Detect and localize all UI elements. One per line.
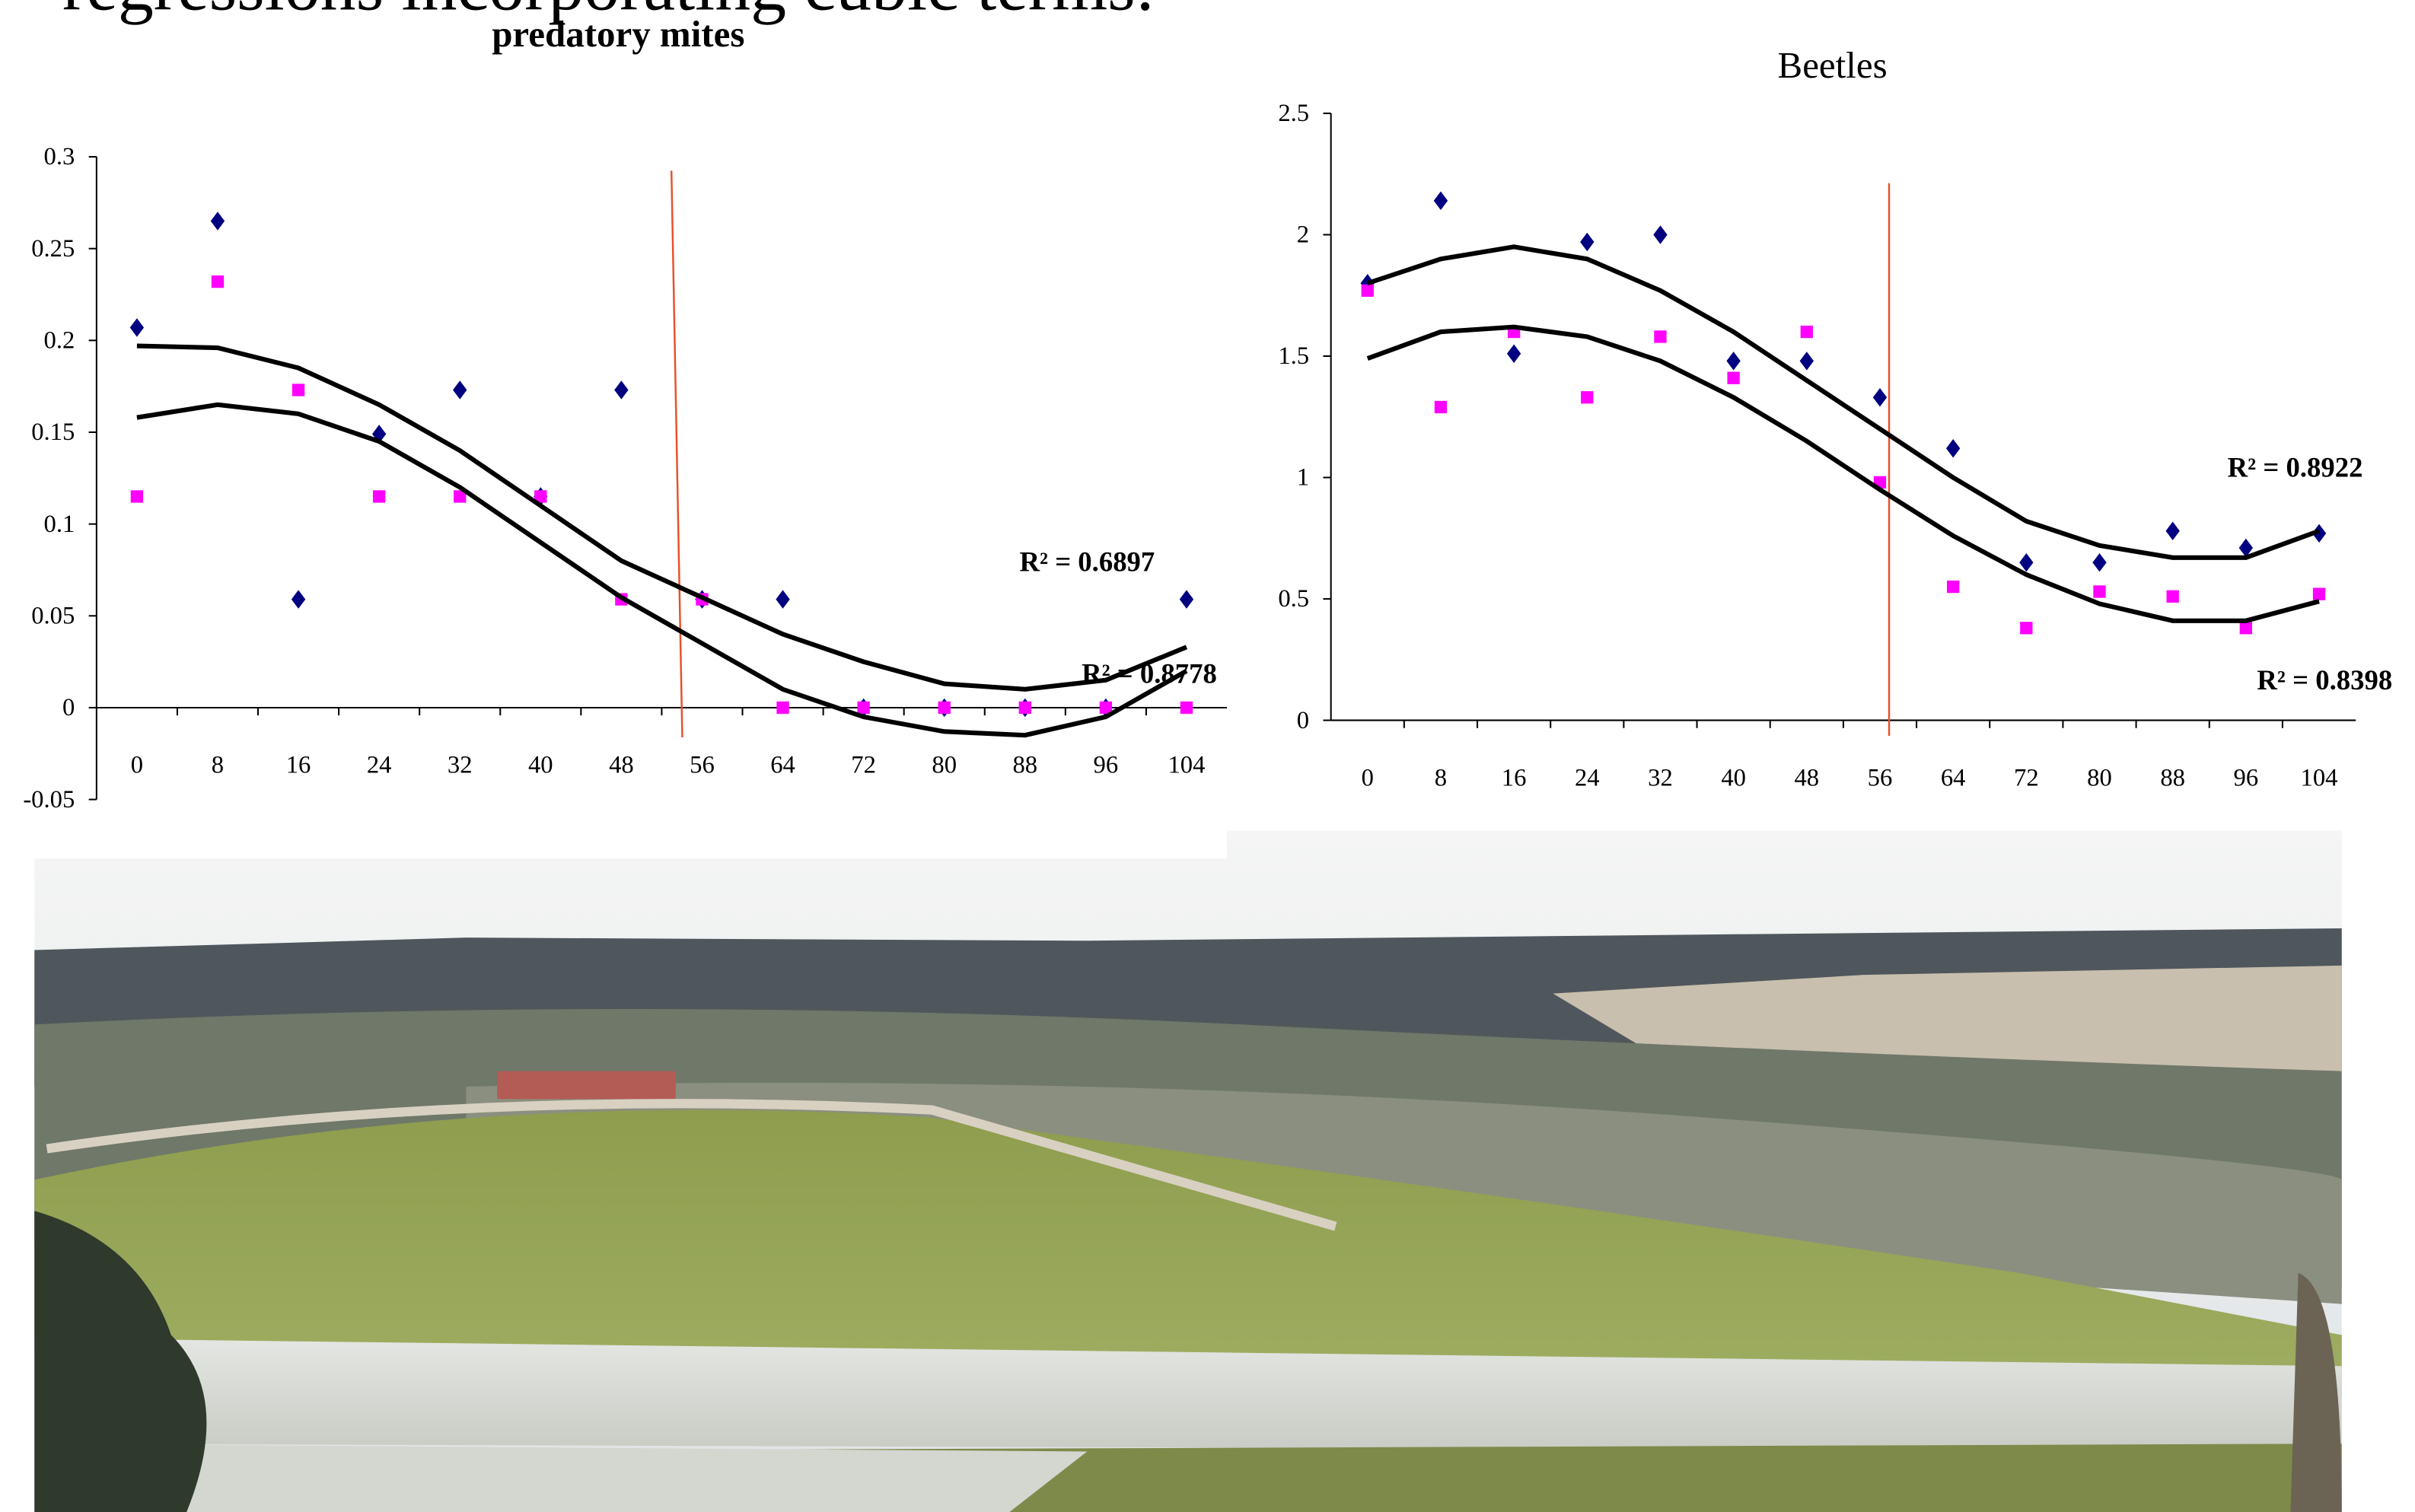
x-tick-label: 72 [2014,764,2039,791]
x-tick-label: 8 [212,752,224,779]
chart-background [1258,85,2345,827]
x-tick-label: 32 [1648,764,1673,791]
data-point [1180,702,1193,714]
x-tick-label: 48 [609,752,634,779]
data-point [1654,330,1666,342]
x-tick-label: 0 [131,752,143,779]
data-point [857,702,869,714]
y-tick-label: 2 [1297,221,1309,249]
y-tick-label: 0.5 [1278,585,1309,613]
data-point [1727,372,1739,384]
x-tick-label: 16 [286,752,311,779]
x-tick-label: 40 [1721,764,1746,791]
x-tick-label: 56 [690,752,715,779]
vineyard-photo [34,830,2342,1512]
x-tick-label: 88 [1012,752,1037,779]
data-point [373,490,385,502]
data-point [1947,581,1959,593]
x-tick-label: 80 [2087,764,2112,791]
data-point [2313,588,2325,600]
data-point [2240,622,2252,634]
r-squared-label: R² = 0.6897 [1019,546,1155,578]
data-point [1435,401,1447,413]
x-tick-label: 88 [2160,764,2185,791]
x-tick-label: 64 [770,752,795,779]
x-tick-label: 64 [1941,764,1966,791]
x-tick-label: 56 [1868,764,1893,791]
data-point [292,384,304,396]
x-tick-label: 0 [1362,764,1374,791]
data-point [938,702,951,714]
x-tick-label: 72 [851,752,876,779]
y-tick-label: 0.05 [31,603,75,630]
data-point [2093,585,2105,597]
y-tick-label: 2.5 [1278,100,1309,127]
data-point [1019,702,1031,714]
x-tick-label: 40 [528,752,553,779]
x-tick-label: 24 [367,752,392,779]
x-tick-label: 80 [932,752,957,779]
x-tick-label: 24 [1575,764,1600,791]
y-tick-label: 0 [62,694,75,721]
y-tick-label: 1.5 [1278,342,1309,370]
y-tick-label: 0.3 [44,143,75,170]
x-tick-label: 96 [2234,764,2259,791]
x-tick-label: 104 [2301,764,2338,791]
y-tick-label: 1 [1297,464,1309,492]
r-squared-label: R² = 0.8778 [1082,658,1217,689]
y-tick-label: -0.05 [23,786,75,813]
data-point [212,275,224,288]
x-tick-label: 8 [1435,764,1447,791]
x-tick-label: 96 [1094,752,1119,779]
y-tick-label: 0.15 [31,419,75,446]
r-squared-label: R² = 0.8398 [2257,664,2392,696]
data-point [1362,285,1374,297]
y-tick-label: 0 [1297,707,1309,734]
y-tick-label: 0.25 [31,235,75,263]
data-point [131,490,143,502]
data-point [2020,622,2032,634]
y-tick-label: 0.2 [44,327,75,355]
data-point [1581,391,1593,403]
chart-title: predatory mites [492,13,744,55]
data-point [1801,326,1813,338]
x-tick-label: 32 [448,752,473,779]
data-point [2167,590,2179,603]
y-tick-label: 0.1 [44,511,75,538]
slide: regressions incorporating cubic terms: p… [0,0,2415,1512]
r-squared-label: R² = 0.8922 [2228,451,2363,482]
data-point [776,702,789,714]
x-tick-label: 48 [1794,764,1819,791]
x-tick-label: 16 [1502,764,1527,791]
x-tick-label: 104 [1168,752,1205,779]
chart-title: Beetles [1778,44,1888,86]
